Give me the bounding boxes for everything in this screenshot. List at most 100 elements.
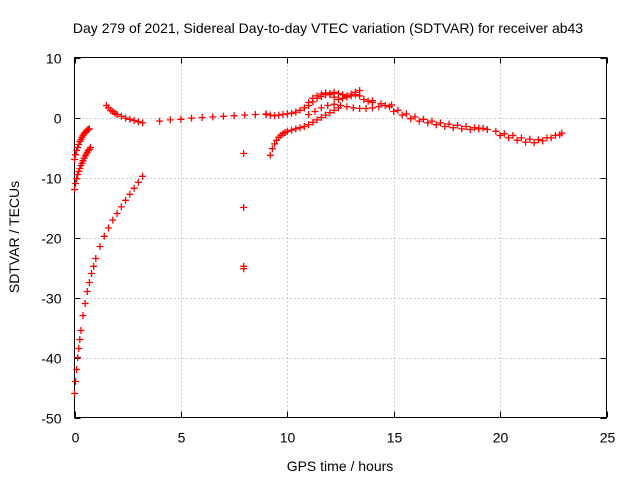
data-point bbox=[130, 117, 138, 124]
data-point bbox=[113, 111, 121, 118]
data-point bbox=[398, 111, 406, 119]
data-point bbox=[347, 92, 355, 100]
data-point bbox=[415, 117, 423, 125]
data-point bbox=[305, 111, 313, 118]
data-point bbox=[317, 114, 325, 121]
data-point bbox=[356, 92, 364, 100]
series-2 bbox=[71, 172, 147, 397]
data-point bbox=[362, 105, 370, 112]
data-point bbox=[311, 108, 319, 115]
data-point bbox=[305, 99, 313, 106]
data-point bbox=[268, 145, 276, 153]
data-point bbox=[462, 123, 470, 130]
data-point bbox=[240, 204, 248, 211]
data-point bbox=[177, 115, 185, 123]
data-point bbox=[117, 112, 125, 120]
data-point bbox=[88, 270, 96, 277]
data-point bbox=[530, 139, 538, 147]
data-point bbox=[113, 210, 121, 217]
data-point bbox=[90, 262, 98, 270]
data-point bbox=[322, 111, 330, 119]
x-tick-label: 0 bbox=[72, 430, 80, 446]
data-point bbox=[424, 119, 432, 127]
data-point bbox=[296, 124, 304, 132]
series-0 bbox=[71, 125, 93, 163]
data-point bbox=[343, 103, 351, 111]
data-point bbox=[292, 108, 300, 116]
data-point bbox=[385, 103, 393, 111]
data-point bbox=[74, 144, 82, 151]
data-points bbox=[71, 87, 566, 397]
data-point bbox=[300, 104, 308, 112]
data-point bbox=[288, 126, 296, 134]
data-point bbox=[330, 100, 338, 108]
data-point bbox=[288, 109, 296, 117]
data-point bbox=[492, 127, 500, 135]
data-point bbox=[313, 116, 321, 124]
y-tick-label: -20 bbox=[41, 231, 61, 247]
series-4 bbox=[240, 150, 248, 273]
data-point bbox=[526, 135, 534, 143]
series-3 bbox=[102, 102, 270, 127]
data-point bbox=[449, 124, 457, 132]
data-point bbox=[271, 140, 279, 148]
data-point bbox=[109, 216, 117, 224]
data-point bbox=[326, 91, 334, 99]
data-point bbox=[134, 178, 142, 186]
data-point bbox=[305, 121, 313, 129]
data-point bbox=[76, 165, 84, 172]
data-point bbox=[377, 100, 385, 108]
data-point bbox=[251, 111, 259, 118]
data-point bbox=[219, 112, 227, 120]
data-point bbox=[313, 92, 321, 100]
data-point bbox=[117, 203, 125, 211]
data-point bbox=[349, 104, 357, 112]
data-point bbox=[79, 312, 87, 319]
data-point bbox=[360, 96, 368, 103]
data-point bbox=[283, 127, 291, 135]
data-point bbox=[126, 115, 134, 123]
data-point bbox=[411, 113, 419, 121]
data-point bbox=[437, 119, 445, 127]
data-point bbox=[324, 102, 332, 109]
x-tick-label: 15 bbox=[387, 430, 403, 446]
data-point bbox=[390, 108, 398, 115]
y-tick-label: 10 bbox=[46, 51, 62, 67]
data-point bbox=[71, 390, 78, 397]
series-8 bbox=[305, 100, 396, 118]
data-point bbox=[73, 175, 81, 183]
data-point bbox=[356, 105, 364, 112]
x-tick-label: 10 bbox=[280, 430, 296, 446]
data-point bbox=[72, 378, 80, 385]
data-point bbox=[241, 111, 249, 119]
axis-ticks: 0 5 10 15 20 25 10 0 -10 -20 -30 -40 -50 bbox=[41, 51, 615, 446]
data-point bbox=[522, 138, 530, 146]
data-point bbox=[334, 90, 342, 97]
data-point bbox=[105, 224, 113, 232]
data-point bbox=[122, 196, 130, 204]
data-point bbox=[296, 106, 304, 114]
data-point bbox=[71, 156, 78, 163]
data-point bbox=[266, 151, 274, 159]
data-point bbox=[75, 168, 83, 175]
data-point bbox=[86, 144, 94, 151]
data-point bbox=[517, 134, 525, 142]
data-point bbox=[441, 123, 449, 130]
data-point bbox=[496, 132, 504, 139]
data-point bbox=[73, 366, 81, 373]
data-point bbox=[122, 114, 130, 122]
data-point bbox=[428, 117, 436, 125]
y-tick-label: -10 bbox=[41, 171, 61, 187]
data-point bbox=[322, 89, 330, 97]
data-point bbox=[74, 171, 82, 178]
data-point bbox=[71, 186, 78, 193]
data-point bbox=[343, 93, 351, 101]
data-point bbox=[339, 94, 347, 102]
series-11 bbox=[475, 124, 566, 144]
data-point bbox=[330, 106, 338, 114]
data-point bbox=[72, 180, 80, 187]
data-point bbox=[96, 243, 104, 250]
x-tick-label: 20 bbox=[493, 430, 509, 446]
data-point bbox=[126, 190, 134, 198]
